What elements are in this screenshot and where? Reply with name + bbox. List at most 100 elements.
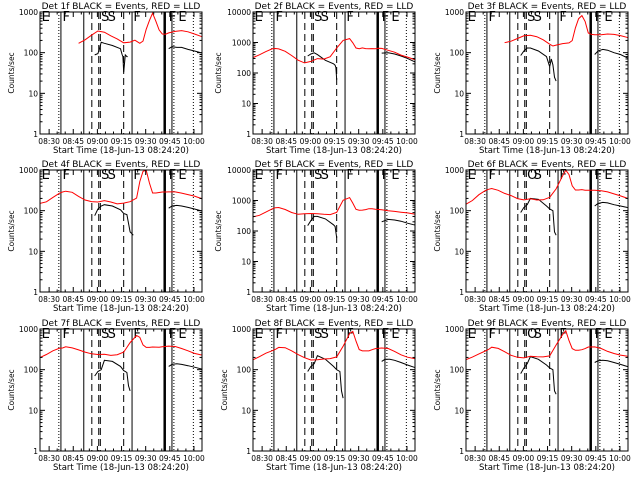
x-tick-label: 09:30 — [561, 137, 583, 146]
marker-label: S — [101, 168, 109, 183]
marker-label: E — [391, 10, 399, 25]
marker-label: S — [101, 327, 109, 342]
marker-label: F — [595, 168, 602, 183]
y-tick-label: 10 — [454, 406, 464, 415]
y-tick-label: 100 — [237, 69, 252, 78]
x-tick-label: 09:15 — [111, 295, 133, 304]
marker-label: F — [346, 168, 353, 183]
plot-frame — [465, 328, 629, 452]
x-tick-label: 09:45 — [585, 454, 607, 463]
x-tick-label: 08:30 — [464, 137, 486, 146]
x-tick-label: 09:30 — [348, 295, 370, 304]
x-axis-label: Start Time (18-Jun-13 08:24:20) — [266, 304, 402, 314]
marker-label: F — [169, 168, 176, 183]
y-tick-label: 1 — [246, 288, 251, 297]
x-tick-label: 08:45 — [488, 454, 510, 463]
y-tick-label: 1000 — [19, 8, 38, 17]
x-tick-label: 08:30 — [38, 137, 60, 146]
x-tick-label: 09:00 — [87, 137, 109, 146]
x-tick-label: 08:30 — [251, 137, 273, 146]
marker-label: F — [63, 168, 70, 183]
y-axis-label: Counts/sec — [7, 52, 16, 93]
x-tick-label: 10:00 — [183, 137, 205, 146]
series-lld-line — [466, 169, 628, 205]
marker-label: O — [527, 168, 537, 183]
y-tick-label: 1 — [459, 130, 464, 139]
marker-label: F — [276, 10, 283, 25]
series-lld-line — [253, 38, 415, 64]
x-tick-label: 09:45 — [585, 137, 607, 146]
y-tick-label: 10 — [241, 258, 251, 267]
y-tick-label: 1 — [33, 447, 38, 456]
y-tick-label: 1000 — [232, 39, 251, 48]
x-tick-label: 08:30 — [38, 295, 60, 304]
series-events-line — [381, 358, 415, 369]
series-lld-line — [504, 14, 628, 47]
marker-label: F — [382, 327, 389, 342]
x-tick-label: 10:00 — [609, 454, 631, 463]
y-tick-label: 10000 — [227, 166, 251, 175]
y-tick-label: 100 — [24, 49, 39, 58]
x-tick-label: 09:45 — [372, 454, 394, 463]
marker-label: E — [42, 168, 50, 183]
panel-title: Det 1f BLACK = Events, RED = LLD — [42, 2, 201, 12]
panel-title: Det 4f BLACK = Events, RED = LLD — [42, 160, 201, 170]
x-tick-label: 10:00 — [396, 295, 418, 304]
x-tick-label: 08:45 — [488, 137, 510, 146]
marker-label: S — [314, 168, 322, 183]
plot-frame — [252, 328, 416, 452]
series-lld-line — [78, 11, 202, 44]
x-tick-label: 08:45 — [275, 295, 297, 304]
series-events-line — [168, 46, 202, 54]
x-tick-label: 10:00 — [396, 137, 418, 146]
y-axis-label: Counts/sec — [220, 369, 229, 410]
x-tick-label: 08:30 — [464, 454, 486, 463]
marker-label: S — [314, 10, 322, 25]
y-tick-label: 10000 — [227, 8, 251, 17]
series-events-line — [94, 359, 131, 392]
plot-frame — [39, 169, 203, 293]
series-events-line — [594, 48, 628, 59]
marker-label: E — [604, 10, 612, 25]
y-tick-label: 1000 — [445, 166, 464, 175]
x-axis-label: Start Time (18-Jun-13 08:24:20) — [266, 146, 402, 156]
marker-label: F — [133, 168, 140, 183]
y-tick-label: 1 — [33, 288, 38, 297]
marker-label: F — [595, 327, 602, 342]
y-tick-label: 1000 — [19, 325, 38, 334]
x-tick-label: 10:00 — [396, 454, 418, 463]
y-axis-label: Counts/sec — [7, 369, 16, 410]
y-tick-label: 10 — [454, 247, 464, 256]
plot-frame — [39, 11, 203, 135]
series-events-line — [381, 52, 415, 63]
marker-label: F — [382, 10, 389, 25]
x-axis-label: Start Time (18-Jun-13 08:24:20) — [479, 463, 615, 473]
x-tick-label: 09:15 — [324, 454, 346, 463]
marker-label: O — [527, 327, 537, 342]
x-tick-label: 09:00 — [513, 137, 535, 146]
marker-label: F — [346, 327, 353, 342]
x-tick-label: 09:00 — [513, 454, 535, 463]
series-events-line — [520, 47, 557, 82]
x-tick-label: 08:45 — [275, 137, 297, 146]
x-tick-label: 09:30 — [561, 454, 583, 463]
x-axis-label: Start Time (18-Jun-13 08:24:20) — [53, 304, 189, 314]
y-tick-label: 1000 — [232, 325, 251, 334]
y-tick-label: 100 — [450, 366, 465, 375]
series-lld-line — [253, 196, 415, 218]
y-tick-label: 10 — [241, 100, 251, 109]
series-events-line — [94, 41, 128, 73]
series-events-line — [520, 197, 557, 236]
x-tick-label: 08:30 — [38, 454, 60, 463]
x-tick-label: 09:30 — [135, 137, 157, 146]
x-tick-label: 08:30 — [251, 454, 273, 463]
y-tick-label: 10 — [28, 89, 38, 98]
y-tick-label: 1 — [246, 130, 251, 139]
plot-frame — [252, 11, 416, 135]
x-tick-label: 08:45 — [62, 295, 84, 304]
marker-label: S — [101, 10, 109, 25]
marker-label: E — [468, 10, 476, 25]
